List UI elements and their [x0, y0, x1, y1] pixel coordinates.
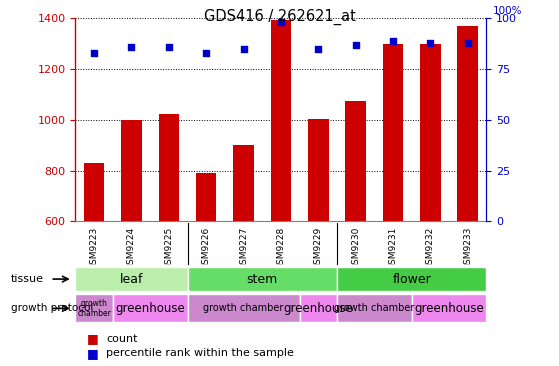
Point — [351, 42, 360, 48]
Text: ■: ■ — [87, 332, 98, 345]
Point — [389, 38, 397, 44]
Text: GSM9233: GSM9233 — [463, 227, 472, 270]
Text: flower: flower — [392, 273, 431, 285]
Bar — [159, 113, 179, 221]
Bar — [271, 19, 291, 221]
Bar — [337, 294, 411, 322]
Text: percentile rank within the sample: percentile rank within the sample — [106, 348, 294, 358]
Point — [463, 40, 472, 46]
Point — [426, 40, 435, 46]
Bar — [233, 145, 254, 221]
Text: GSM9226: GSM9226 — [202, 227, 211, 270]
Text: GSM9230: GSM9230 — [351, 227, 360, 270]
Bar — [300, 294, 337, 322]
Bar — [187, 267, 337, 291]
Text: greenhouse: greenhouse — [115, 302, 185, 315]
Bar — [196, 173, 216, 221]
Text: ■: ■ — [87, 347, 98, 360]
Text: stem: stem — [247, 273, 278, 285]
Bar — [84, 163, 105, 221]
Text: greenhouse: greenhouse — [414, 302, 484, 315]
Text: growth chamber: growth chamber — [334, 303, 414, 313]
Bar — [411, 294, 486, 322]
Text: tissue: tissue — [11, 274, 44, 284]
Text: GSM9225: GSM9225 — [164, 227, 173, 270]
Bar — [420, 44, 440, 221]
Text: greenhouse: greenhouse — [283, 302, 353, 315]
Text: GSM9231: GSM9231 — [389, 227, 397, 270]
Text: GSM9224: GSM9224 — [127, 227, 136, 270]
Point — [314, 46, 323, 52]
Text: growth
chamber: growth chamber — [77, 299, 111, 318]
Bar — [345, 101, 366, 221]
Text: GSM9223: GSM9223 — [89, 227, 98, 270]
Text: GSM9232: GSM9232 — [426, 227, 435, 270]
Text: GDS416 / 262621_at: GDS416 / 262621_at — [203, 9, 356, 25]
Text: GSM9229: GSM9229 — [314, 227, 323, 270]
Bar — [75, 294, 113, 322]
Text: GSM9227: GSM9227 — [239, 227, 248, 270]
Text: count: count — [106, 333, 138, 344]
Text: GSM9228: GSM9228 — [276, 227, 286, 270]
Text: leaf: leaf — [120, 273, 143, 285]
Point — [239, 46, 248, 52]
Bar — [308, 119, 329, 221]
Bar — [113, 294, 187, 322]
Bar — [75, 267, 187, 291]
Point — [89, 50, 98, 56]
Text: growth chamber: growth chamber — [203, 303, 284, 313]
Bar — [337, 267, 486, 291]
Text: growth protocol: growth protocol — [11, 303, 93, 313]
Text: 100%: 100% — [493, 5, 523, 15]
Bar — [187, 294, 300, 322]
Point — [202, 50, 211, 56]
Point — [164, 44, 173, 50]
Bar — [457, 26, 478, 221]
Point — [127, 44, 136, 50]
Bar — [383, 44, 403, 221]
Point — [276, 19, 285, 25]
Bar — [121, 120, 142, 221]
